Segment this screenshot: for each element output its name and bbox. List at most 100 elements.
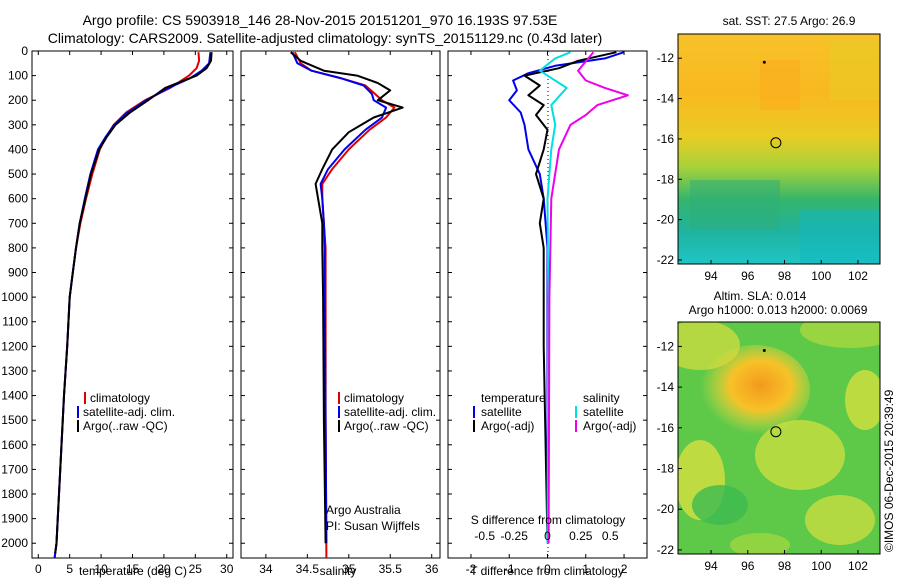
- legend-label-satellite: satellite-adj. clim.: [83, 405, 175, 419]
- map-x-tick-label: 96: [741, 269, 755, 283]
- x-tick-label: 34.5: [296, 562, 320, 576]
- difference-xlabel: T difference from climatology: [470, 564, 624, 578]
- difference-series: [508, 51, 629, 544]
- series-salinity-argo-adj-: [547, 51, 629, 544]
- salinity-legend: climatology satellite-adj. clim. Argo(..…: [338, 391, 436, 433]
- depth-tick-label: 1800: [1, 487, 28, 501]
- x-tick-label: 35: [342, 562, 356, 576]
- map-y-tick-label: -20: [657, 213, 675, 227]
- s-tick-label: 0.5: [602, 529, 619, 543]
- s-difference-label: S difference from climatology: [471, 513, 626, 527]
- temperature-series: [53, 52, 213, 558]
- sla-float-dot: [762, 348, 766, 352]
- depth-tick-label: 1200: [1, 339, 28, 353]
- difference-legend: temperature salinity satellite Argo(-adj…: [473, 391, 636, 433]
- map-y-tick-label: -12: [657, 339, 675, 353]
- series-climatology: [53, 52, 201, 558]
- legend-label-argo: Argo(..raw -QC): [344, 419, 429, 433]
- temperature-xlabel: temperature (deg C): [79, 564, 187, 578]
- x-tick-label: 25: [189, 562, 203, 576]
- map-y-tick-label: -20: [657, 502, 675, 516]
- map-x-tick-label: 94: [704, 269, 718, 283]
- temperature-legend: climatology satellite-adj. clim. Argo(..…: [77, 391, 175, 433]
- map-x-tick-label: 102: [848, 269, 868, 283]
- map-y-tick-label: -22: [657, 543, 675, 557]
- s-tick-label: 0: [544, 529, 551, 543]
- s-tick-label: -0.25: [501, 529, 529, 543]
- x-tick-label: 30: [220, 562, 234, 576]
- legend-label-climatology: climatology: [344, 391, 404, 405]
- x-tick-label: 0: [544, 562, 551, 576]
- map-y-tick-label: -14: [657, 380, 675, 394]
- legend-label-sal-satellite: satellite: [583, 405, 624, 419]
- figure-title-line1: Argo profile: CS 5903918_146 28-Nov-2015…: [83, 12, 558, 28]
- x-tick-label: 36: [425, 562, 439, 576]
- credit-line2: PI: Susan Wijffels: [326, 519, 420, 533]
- depth-tick-label: 600: [8, 192, 28, 206]
- s-difference-ticks: -0.5 -0.25 0 0.25 0.5: [474, 529, 619, 543]
- sla-map-field: [678, 322, 880, 554]
- depth-tick-label: 700: [8, 216, 28, 230]
- map-y-tick-label: -18: [657, 172, 675, 186]
- depth-tick-label: 0: [21, 44, 28, 58]
- x-tick-label: 15: [126, 562, 140, 576]
- series-salinity-satellite: [538, 51, 571, 544]
- series-argo-raw-qc-: [54, 52, 213, 554]
- depth-tick-label: 1300: [1, 364, 28, 378]
- x-tick-label: -2: [466, 562, 477, 576]
- x-tick-label: 2: [621, 562, 628, 576]
- sla-map-ticks: 94 96 98 100 102 -12 -14 -16 -18 -20 -22: [657, 339, 869, 573]
- s-tick-label: 0.25: [569, 529, 593, 543]
- depth-tick-label: 500: [8, 167, 28, 181]
- x-tick-label: 20: [157, 562, 171, 576]
- map-y-tick-label: -16: [657, 132, 675, 146]
- depth-tick-label: 1600: [1, 438, 28, 452]
- salinity-series: [290, 51, 404, 558]
- legend-label-sal-argo: Argo(-adj): [583, 419, 636, 433]
- depth-tick-label: 1000: [1, 290, 28, 304]
- sst-float-dot: [762, 60, 766, 64]
- map-y-tick-label: -18: [657, 462, 675, 476]
- salinity-axes: [240, 50, 441, 559]
- depth-ticks: 0 100 200 300 400 500 600 700 800 900 1000 1100 1200…: [1, 44, 647, 550]
- depth-tick-label: 1500: [1, 413, 28, 427]
- sla-map-title2: Argo h1000: 0.013 h2000: 0.0069: [689, 303, 868, 317]
- depth-tick-label: 800: [8, 241, 28, 255]
- map-y-tick-label: -12: [657, 51, 675, 65]
- figure-title-line2: Climatology: CARS2009. Satellite-adjuste…: [48, 30, 603, 46]
- x-tick-label: 10: [94, 562, 108, 576]
- depth-tick-label: 1100: [2, 315, 28, 329]
- depth-tick-label: 900: [8, 266, 28, 280]
- sst-map-field: [678, 34, 880, 264]
- sla-map-frame: [677, 321, 881, 555]
- credit-line1: Argo Australia: [326, 503, 401, 517]
- depth-tick-label: 400: [8, 142, 28, 156]
- sst-map-frame: [677, 33, 881, 265]
- map-x-tick-label: 100: [811, 269, 831, 283]
- series-satellite-adj-clim-: [53, 52, 212, 558]
- map-x-tick-label: 96: [741, 559, 755, 573]
- temperature-ticks: 0 5 10 15 20 25 30: [35, 51, 234, 576]
- depth-tick-label: 100: [8, 69, 28, 83]
- x-tick-label: 1: [582, 562, 589, 576]
- map-x-tick-label: 100: [811, 559, 831, 573]
- legend-label-temp-argo: Argo(-adj): [481, 419, 534, 433]
- map-x-tick-label: 102: [848, 559, 868, 573]
- map-x-tick-label: 98: [778, 559, 792, 573]
- s-tick-label: -0.5: [474, 529, 495, 543]
- x-tick-label: 34: [259, 562, 273, 576]
- sla-map-title1: Altim. SLA: 0.014: [714, 289, 807, 303]
- legend-label-satellite: satellite-adj. clim.: [344, 405, 436, 419]
- depth-tick-label: 200: [8, 93, 28, 107]
- x-tick-label: 35.5: [379, 562, 403, 576]
- map-y-tick-label: -14: [657, 92, 675, 106]
- series-temperature-satellite: [508, 51, 625, 544]
- depth-tick-label: 2000: [1, 536, 28, 550]
- series-climatology: [294, 51, 396, 558]
- map-y-tick-label: -22: [657, 253, 675, 267]
- depth-tick-label: 1400: [1, 389, 28, 403]
- legend-header-temperature: temperature: [481, 391, 546, 405]
- x-tick-label: 0: [35, 562, 42, 576]
- legend-label-temp-satellite: satellite: [481, 405, 522, 419]
- series-satellite-adj-clim-: [291, 51, 388, 544]
